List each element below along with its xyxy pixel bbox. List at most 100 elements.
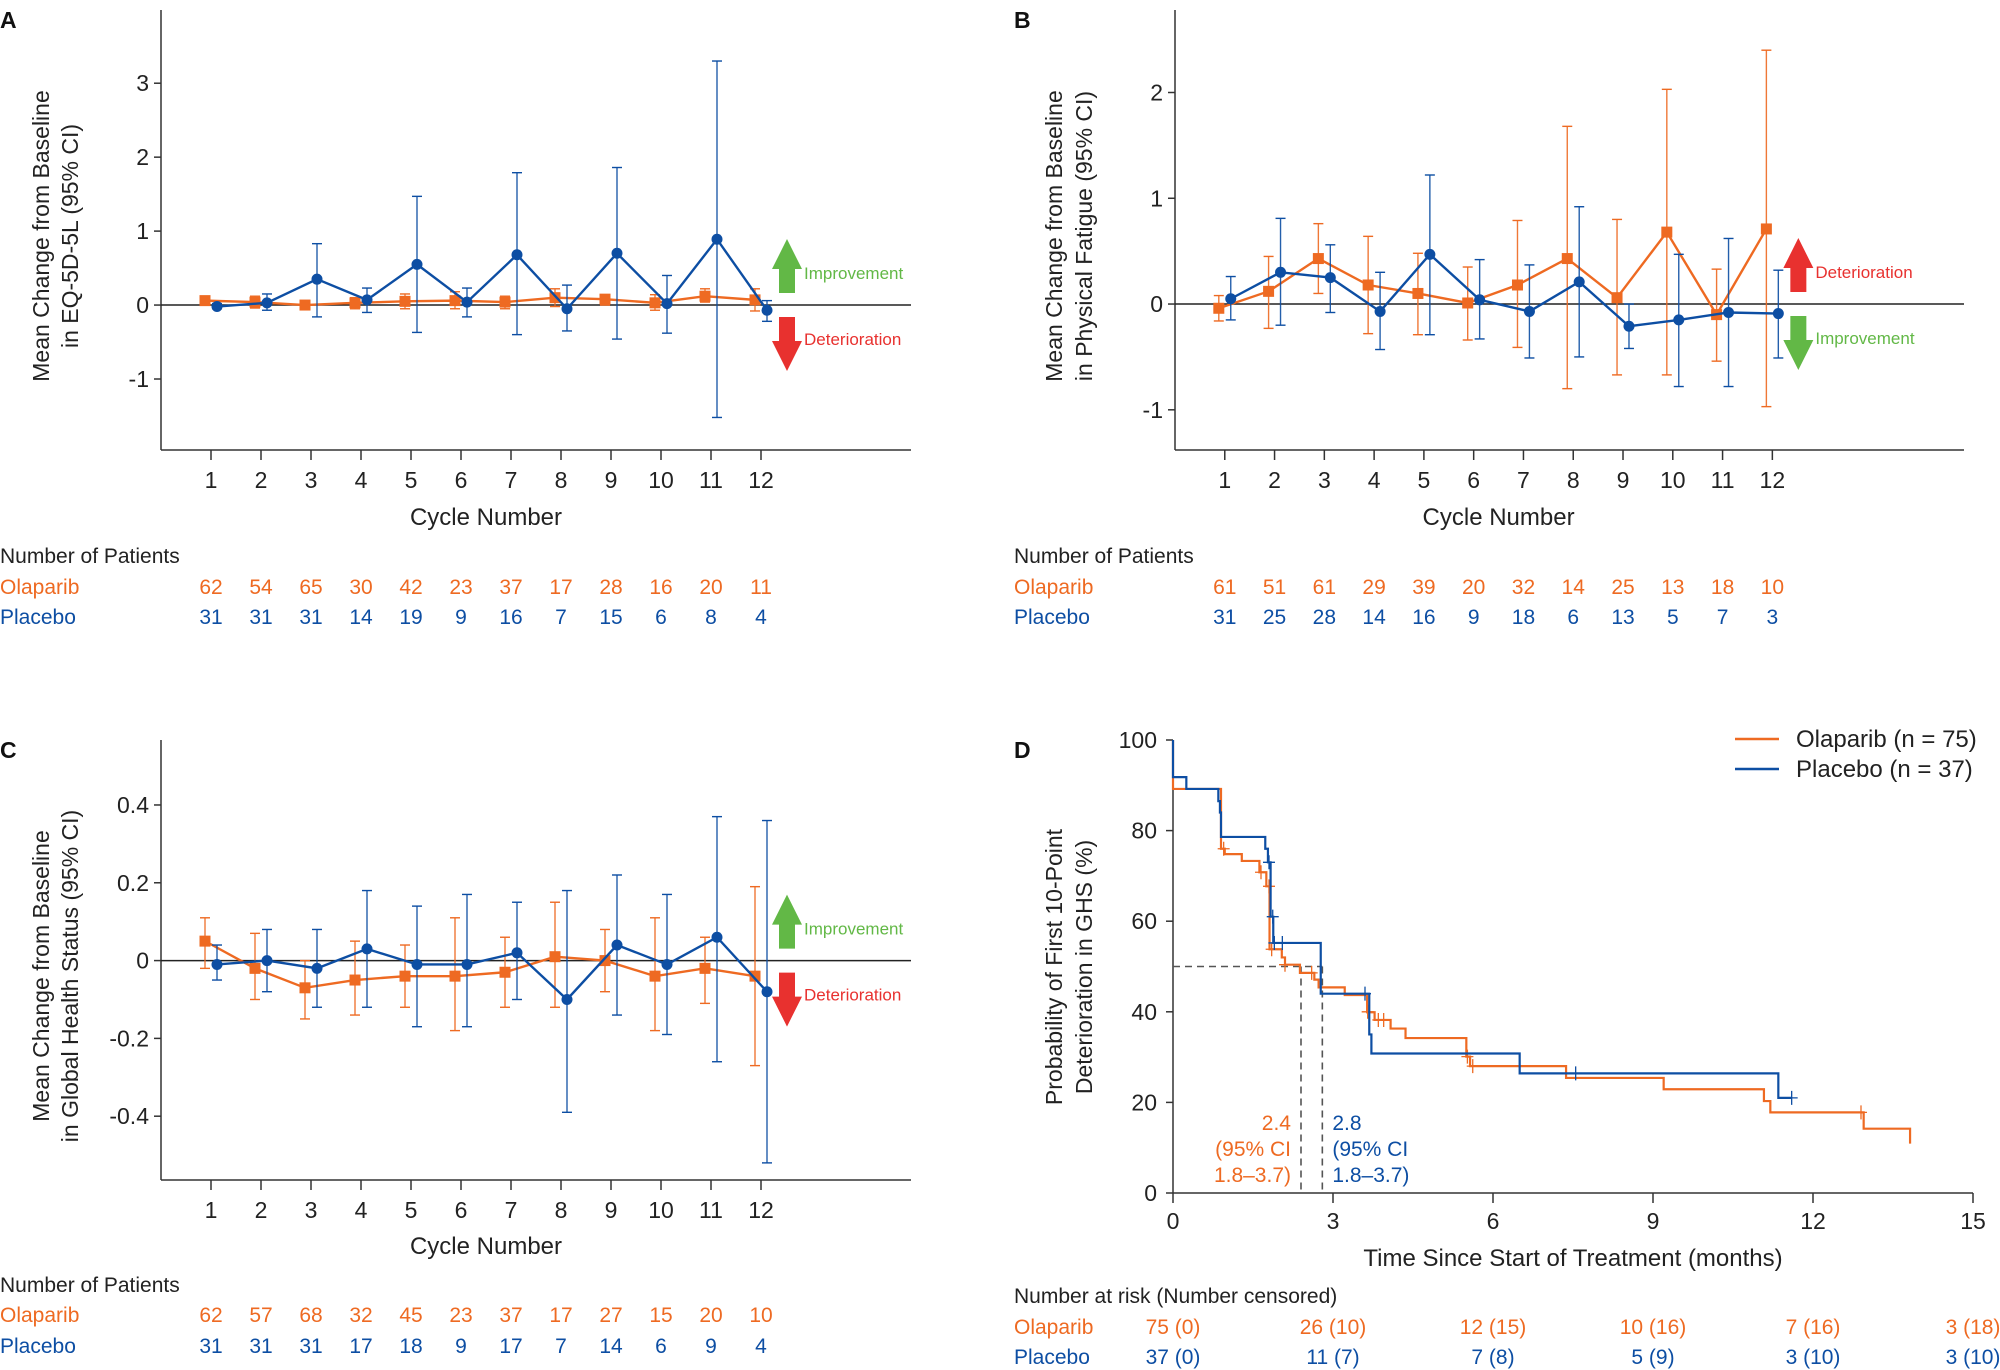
arrow-down-label: Improvement [1815, 329, 1914, 348]
median-annotation: 1.8–3.7) [1214, 1164, 1291, 1187]
y-axis-title: in EQ-5D-5L (95% CI) [57, 124, 83, 348]
patients-count: 3 [1767, 606, 1779, 629]
patients-count: 4 [755, 606, 767, 629]
y-axis-title: in Global Health Status (95% CI) [57, 810, 83, 1142]
y-tick-label: -0.4 [109, 1103, 149, 1129]
patients-count: 7 [555, 606, 567, 629]
y-tick-label: 2 [1150, 80, 1163, 106]
x-tick-label: 10 [648, 467, 674, 493]
x-tick-label: 8 [555, 1197, 568, 1223]
patients-count: 18 [1512, 606, 1535, 629]
km-series-olaparib: 2.4 (95% CI 1.8–3.7) [1171, 740, 1912, 1187]
x-tick-label: 11 [699, 467, 723, 493]
data-point [361, 943, 373, 955]
patients-count: 28 [1313, 606, 1336, 629]
x-tick-label: 2 [255, 467, 268, 493]
patients-count: 18 [399, 1335, 422, 1358]
y-tick-label: 0 [1150, 291, 1163, 317]
x-tick-label: 15 [1960, 1208, 1986, 1234]
patients-count: 19 [399, 606, 422, 629]
data-point [1225, 293, 1237, 305]
data-point [411, 958, 423, 970]
patients-count: 37 [499, 576, 522, 599]
censor-mark [1263, 855, 1275, 870]
arrow-up-label: Improvement [804, 920, 903, 939]
legend-label: Olaparib (n = 75) [1796, 726, 1977, 753]
patients-count: 8 [705, 606, 717, 629]
series-placebo [1225, 174, 1784, 388]
data-point [449, 970, 461, 982]
data-point [199, 295, 211, 307]
data-point [599, 955, 611, 967]
x-tick-label: 10 [1660, 467, 1686, 493]
censor-mark [1266, 909, 1279, 924]
patients-row-label: Placebo [1014, 606, 1090, 629]
data-point [711, 931, 723, 943]
patients-count: 4 [755, 1335, 767, 1358]
risk-count: 10 (16) [1620, 1316, 1687, 1339]
patients-count: 7 [555, 1335, 567, 1358]
patients-count: 15 [649, 1304, 672, 1327]
x-tick-label: 9 [605, 1197, 618, 1223]
data-point [749, 970, 761, 982]
patients-count: 14 [1562, 576, 1586, 599]
risk-table-title: Number at risk (Number censored) [1014, 1285, 1337, 1308]
censor-mark [1466, 1059, 1479, 1074]
data-point [599, 293, 611, 305]
y-axis-title: Mean Change from Baseline [28, 830, 54, 1122]
risk-count: 12 (15) [1460, 1316, 1527, 1339]
data-point [461, 296, 473, 308]
patients-count: 13 [1661, 576, 1684, 599]
data-point [1772, 308, 1784, 320]
risk-count: 3 (10) [1946, 1346, 2000, 1369]
patients-count: 13 [1611, 606, 1634, 629]
x-tick-label: 5 [405, 1197, 418, 1223]
data-point [561, 303, 573, 315]
x-tick-label: 9 [1647, 1208, 1660, 1234]
data-point [761, 986, 773, 998]
y-tick-label: 0 [136, 948, 149, 974]
risk-row-label: Placebo [1014, 1346, 1090, 1369]
y-tick-label: 1 [1150, 185, 1163, 211]
censor-mark [1263, 879, 1275, 894]
data-point [1661, 226, 1673, 238]
patients-count: 16 [1412, 606, 1435, 629]
data-point [761, 304, 773, 316]
data-point [211, 958, 223, 970]
risk-count: 75 (0) [1146, 1316, 1201, 1339]
patients-count: 65 [299, 576, 322, 599]
data-point [261, 955, 273, 967]
y-tick-label: -1 [1143, 397, 1163, 423]
risk-count: 3 (10) [1786, 1346, 1841, 1369]
series-line [1230, 252, 1779, 328]
patients-count: 30 [349, 576, 372, 599]
data-point [349, 297, 361, 309]
x-axis-title: Cycle Number [410, 504, 562, 531]
x-tick-label: 2 [255, 1197, 268, 1223]
data-point [449, 295, 461, 307]
patients-count: 17 [349, 1335, 372, 1358]
data-point [649, 970, 661, 982]
x-tick-label: 6 [455, 467, 468, 493]
data-point [611, 247, 623, 259]
patients-count: 42 [399, 576, 422, 599]
data-point [311, 273, 323, 285]
panel-label-c: C [0, 737, 17, 763]
patients-count: 31 [249, 1335, 272, 1358]
data-point [249, 296, 261, 308]
y-tick-label: 60 [1131, 908, 1157, 934]
x-tick-label: 2 [1268, 467, 1281, 493]
data-point [649, 297, 661, 309]
risk-count: 26 (10) [1300, 1316, 1367, 1339]
x-tick-label: 11 [1711, 467, 1735, 493]
patients-count: 37 [499, 1304, 522, 1327]
x-tick-label: 4 [355, 1197, 368, 1223]
y-tick-label: 0 [136, 292, 149, 318]
patients-count: 10 [749, 1304, 772, 1327]
y-tick-label: 2 [136, 144, 149, 170]
censor-mark [1569, 1066, 1582, 1081]
x-tick-label: 9 [1617, 467, 1630, 493]
patients-count: 15 [599, 606, 622, 629]
